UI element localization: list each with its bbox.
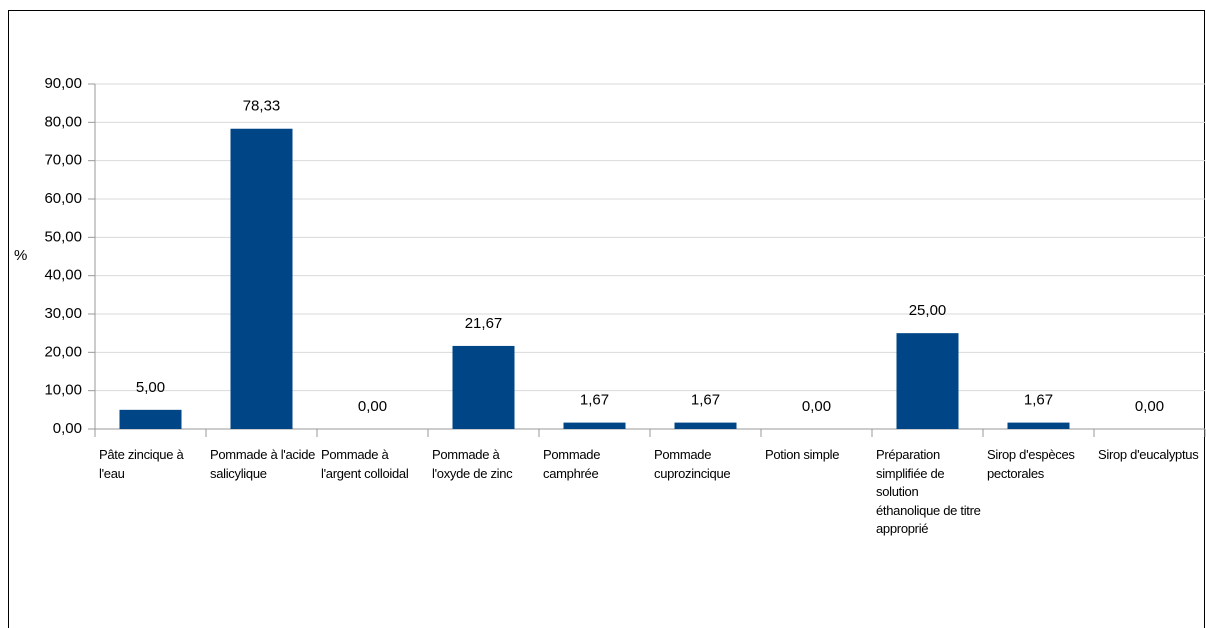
- bar: [563, 422, 626, 429]
- bar: [1007, 422, 1070, 429]
- value-label: 0,00: [802, 398, 831, 415]
- value-label: 1,67: [691, 392, 720, 409]
- x-tick-label: Pommade à l'argent colloidal: [321, 447, 409, 481]
- value-label: 1,67: [1024, 392, 1053, 409]
- y-tick-label: 10,00: [44, 382, 82, 399]
- chart-frame: [8, 10, 1205, 628]
- bar: [230, 128, 293, 430]
- y-tick-label: 90,00: [44, 75, 82, 92]
- y-tick-label: 30,00: [44, 305, 82, 322]
- y-axis-label: %: [14, 247, 27, 264]
- y-tick-label: 70,00: [44, 152, 82, 169]
- y-tick-label: 80,00: [44, 113, 82, 130]
- y-tick-label: 40,00: [44, 267, 82, 284]
- value-label: 0,00: [358, 398, 387, 415]
- x-tick-label: Pommade à l'acide salicylique: [210, 447, 316, 481]
- bar: [452, 345, 515, 429]
- x-tick-label: Pommade à l'oxyde de zinc: [432, 447, 513, 481]
- value-label: 5,00: [136, 379, 165, 396]
- x-tick-label: Pommade cuprozincique: [654, 447, 731, 481]
- value-label: 25,00: [909, 302, 947, 319]
- x-tick-label: Sirop d'espèces pectorales: [987, 447, 1075, 481]
- value-label: 0,00: [1135, 398, 1164, 415]
- x-tick-label: Préparation simplifiée de solution éthan…: [876, 447, 981, 536]
- y-tick-label: 20,00: [44, 343, 82, 360]
- x-tick-label: Potion simple: [765, 447, 840, 462]
- bar: [896, 333, 959, 429]
- value-label: 1,67: [580, 392, 609, 409]
- value-label: 21,67: [465, 315, 503, 332]
- value-label: 78,33: [243, 98, 281, 115]
- x-tick-label: Pâte zincique à l'eau: [99, 447, 184, 481]
- x-tick-label: Sirop d'eucalyptus: [1098, 447, 1199, 462]
- x-tick-label: Pommade camphrée: [543, 447, 601, 481]
- y-tick-label: 0,00: [53, 420, 82, 437]
- bar: [119, 409, 182, 429]
- y-tick-label: 50,00: [44, 228, 82, 245]
- bar: [674, 422, 737, 429]
- y-tick-label: 60,00: [44, 190, 82, 207]
